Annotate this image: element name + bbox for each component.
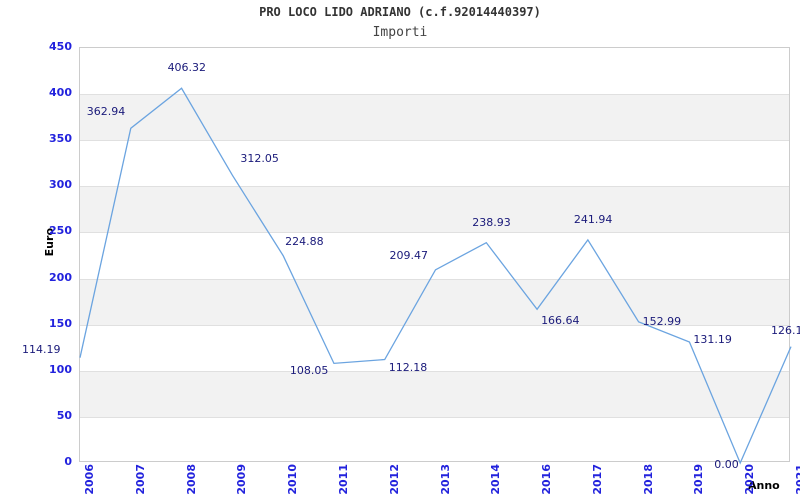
x-tick-label: 2014 [489, 464, 503, 495]
data-point-label: 238.93 [472, 215, 511, 229]
x-tick-label: 2006 [83, 464, 96, 495]
plot-band [80, 278, 789, 325]
data-point-label: 362.94 [86, 105, 126, 119]
plot-gridline [80, 370, 789, 372]
data-point-label: 224.88 [285, 234, 324, 248]
y-tick-label: 300 [49, 178, 72, 192]
plot-area: 114.19 362.94 406.32 312.05 224.88 108.05 112.… [22, 47, 800, 470]
data-point-label: 126.18 [771, 323, 800, 337]
y-tick-label: 400 [49, 86, 72, 100]
x-tick-label: 2013 [438, 464, 452, 495]
x-axis-tick-labels: 2006 2007 2008 2009 2010 2011 2012 2013 2014 2016… [79, 463, 800, 500]
y-tick-label: 250 [49, 224, 72, 238]
plot-gridline [80, 278, 789, 280]
x-tick-label: 2012 [387, 464, 401, 495]
plot-band [80, 186, 789, 233]
series-polyline [79, 87, 792, 465]
data-point-label: 209.47 [389, 248, 429, 262]
x-tick-label: 2009 [235, 464, 249, 495]
plot-gridline [80, 94, 789, 96]
data-point-label: 131.19 [693, 333, 732, 346]
plot-gridline [80, 186, 789, 188]
y-tick-label: 100 [49, 362, 72, 376]
x-tick-label: 2018 [641, 464, 655, 495]
x-tick-label: 2021 [794, 464, 800, 495]
y-axis-tick-labels: 450 400 350 300 250 200 150 100 50 0 [8, 41, 72, 467]
data-point-label: 241.94 [573, 212, 613, 226]
plot-band [80, 370, 789, 417]
y-tick-label: 150 [49, 316, 72, 330]
y-tick-label: 450 [49, 40, 72, 53]
data-point-label: 114.19 [22, 342, 61, 356]
x-tick-label: 2008 [184, 464, 198, 495]
x-tick-label: 2016 [540, 464, 554, 495]
y-tick-label: 0 [64, 455, 72, 468]
data-point-label: 406.32 [167, 61, 207, 75]
y-tick-label: 200 [49, 270, 72, 284]
plot-gridline [80, 324, 789, 326]
data-point-label: 112.18 [388, 360, 428, 374]
y-tick-label: 50 [56, 408, 72, 422]
plot-gridline [80, 232, 789, 234]
data-point-label: 152.99 [642, 314, 682, 328]
series-line-importi [79, 87, 792, 465]
data-point-label: 166.64 [541, 314, 580, 328]
data-point-label: 108.05 [289, 364, 329, 378]
x-tick-label: 2020 [743, 464, 757, 495]
data-point-label: 312.05 [240, 152, 279, 166]
data-point-label: 0.00 [714, 458, 739, 471]
plot-gridline [80, 416, 789, 418]
x-tick-label: 2010 [286, 464, 300, 495]
plot-gridline [80, 140, 789, 142]
y-tick-label: 350 [49, 132, 72, 146]
x-tick-label: 2011 [336, 464, 350, 495]
x-tick-label: 2007 [133, 464, 147, 495]
chart-subtitle: Importi [372, 25, 428, 40]
chart-title: PRO LOCO LIDO ADRIANO (c.f.92014440397) [259, 5, 541, 19]
x-tick-label: 2019 [692, 464, 706, 495]
x-tick-label: 2017 [590, 464, 604, 495]
x-axis-title: Anno [748, 479, 780, 492]
